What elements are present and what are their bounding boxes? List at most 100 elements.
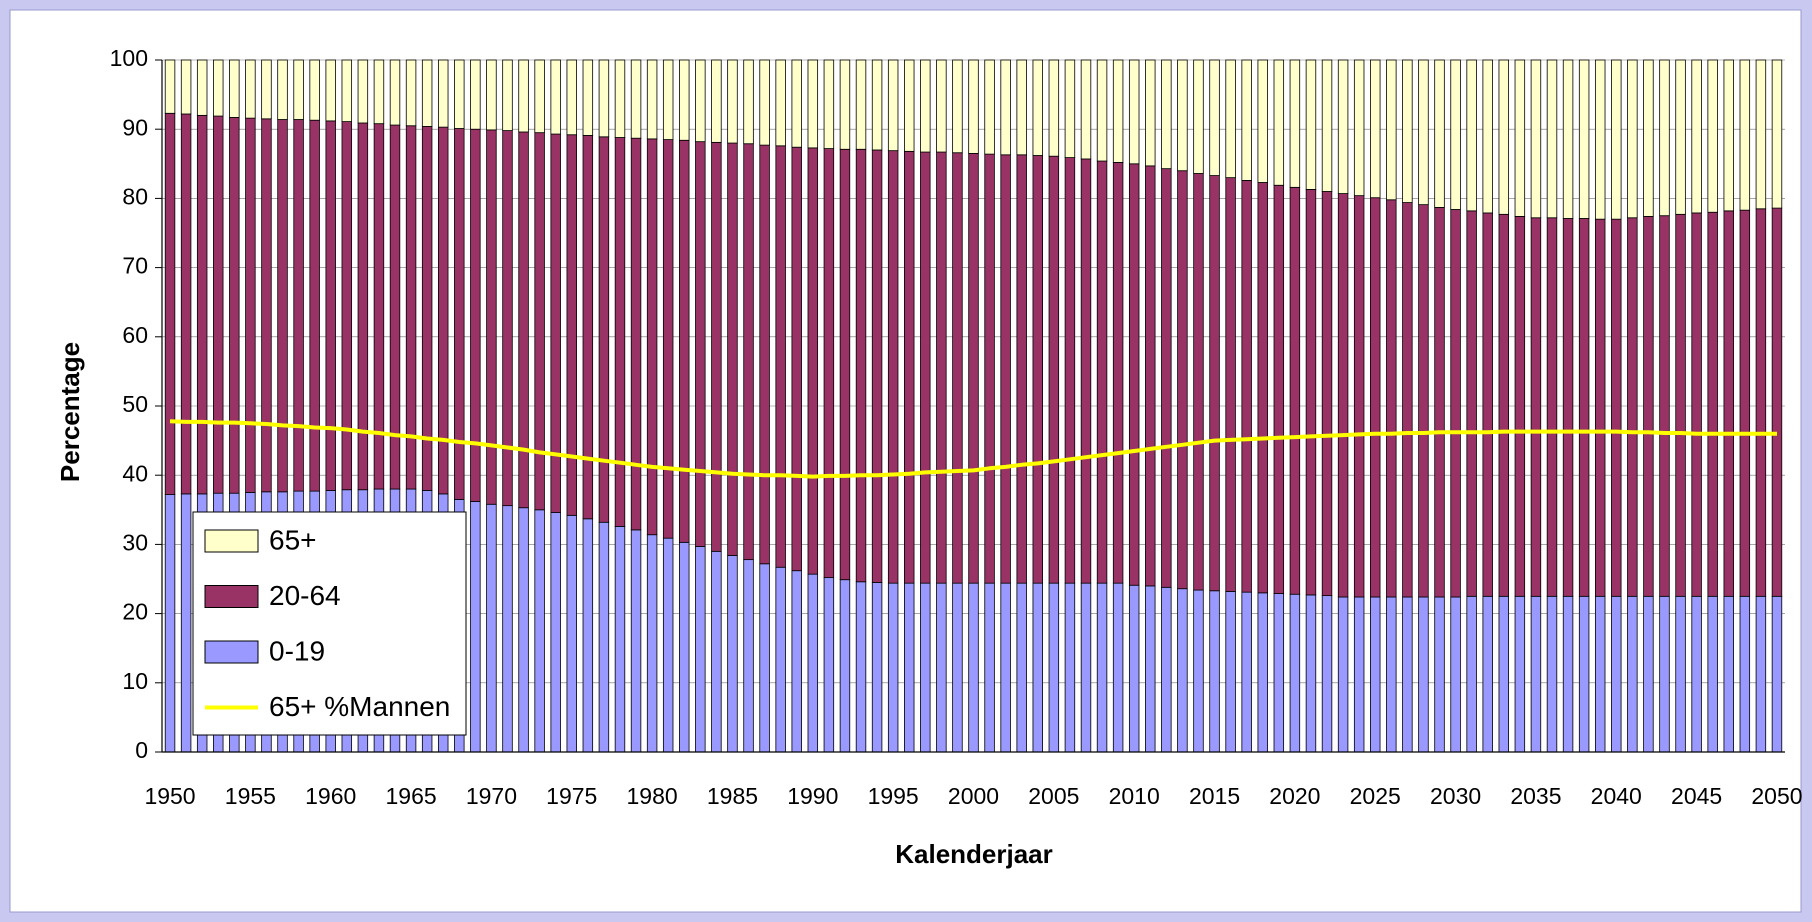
bar-segment: [373, 59, 385, 125]
bar-segment: [727, 142, 738, 556]
bar-segment: [470, 501, 481, 753]
bar-segment: [791, 570, 802, 753]
bar-segment: [164, 112, 176, 495]
bar-segment: [486, 503, 497, 753]
bar-segment: [711, 141, 722, 552]
bar-segment: [807, 147, 819, 575]
bar-segment: [1546, 595, 1558, 753]
bar-segment: [887, 582, 899, 753]
bar-segment: [1739, 595, 1751, 753]
bar-segment: [1707, 211, 1718, 597]
bar-segment: [727, 59, 738, 144]
y-tick-label: 40: [122, 460, 148, 486]
y-tick-label: 80: [122, 183, 148, 209]
bar-segment: [936, 59, 947, 153]
bar-segment: [1771, 595, 1783, 753]
bar-segment: [1225, 177, 1236, 592]
bar-segment: [1080, 59, 1092, 160]
bar-segment: [1177, 59, 1188, 172]
x-tick-label: 2035: [1510, 783, 1561, 809]
bar-segment: [1241, 59, 1252, 181]
bar-segment: [1096, 160, 1108, 584]
bar-segment: [1771, 59, 1783, 209]
bar-segment: [1337, 193, 1349, 598]
bar-segment: [598, 59, 610, 138]
bar-segment: [534, 509, 545, 753]
bar-segment: [662, 537, 674, 753]
bar-segment: [566, 514, 577, 753]
bar-segment: [550, 512, 561, 753]
bar-segment: [968, 153, 979, 584]
bar-segment: [1016, 154, 1027, 584]
bar-segment: [1498, 59, 1510, 215]
bar-segment: [759, 144, 770, 565]
bar-segment: [1193, 59, 1204, 174]
bar-segment: [662, 59, 674, 140]
bar-segment: [727, 555, 738, 753]
bar-segment: [341, 59, 353, 122]
legend-label: 65+: [269, 524, 317, 555]
bar-segment: [1739, 209, 1751, 597]
bar-segment: [807, 59, 819, 149]
x-tick-label: 1955: [225, 783, 276, 809]
bar-segment: [1755, 208, 1767, 597]
bar-segment: [1145, 585, 1156, 753]
bar-segment: [1578, 595, 1590, 753]
legend-swatch: [204, 529, 259, 553]
bar-segment: [1386, 199, 1397, 598]
bar-segment: [1353, 195, 1365, 598]
bar-segment: [1562, 218, 1574, 597]
bar-segment: [646, 534, 658, 753]
bar-segment: [1321, 191, 1333, 597]
x-tick-label: 1950: [144, 783, 195, 809]
bar-segment: [164, 494, 176, 753]
x-tick-label: 1985: [707, 783, 758, 809]
bar-segment: [1643, 59, 1654, 217]
y-tick-label: 100: [110, 45, 148, 71]
bar-segment: [196, 59, 208, 116]
bar-segment: [1434, 596, 1445, 753]
x-tick-label: 2025: [1350, 783, 1401, 809]
bar-segment: [1321, 59, 1333, 192]
bar-segment: [1418, 59, 1429, 206]
bar-segment: [566, 59, 577, 136]
bar-segment: [1337, 59, 1349, 194]
bar-segment: [614, 137, 626, 527]
bar-segment: [1434, 206, 1445, 598]
bar-segment: [1209, 590, 1220, 753]
bar-segment: [952, 582, 963, 753]
bar-segment: [823, 577, 835, 753]
bar-segment: [775, 59, 786, 147]
bar-segment: [1755, 59, 1767, 210]
bar-segment: [855, 581, 867, 753]
bar-segment: [437, 59, 449, 128]
bar-segment: [1161, 586, 1172, 753]
bar-segment: [582, 518, 594, 753]
bar-segment: [1064, 59, 1076, 158]
bar-segment: [1562, 59, 1574, 219]
bar-segment: [1514, 215, 1526, 597]
bar-segment: [1611, 218, 1622, 597]
bar-segment: [486, 59, 497, 131]
legend-label: 65+ %Mannen: [269, 691, 450, 722]
bar-segment: [293, 119, 304, 492]
bar-segment: [470, 59, 481, 130]
bar-segment: [1370, 596, 1381, 753]
bar-segment: [1530, 595, 1542, 753]
bar-segment: [196, 114, 208, 495]
bar-segment: [871, 149, 883, 583]
bar-segment: [1112, 582, 1124, 753]
bar-segment: [1546, 217, 1558, 597]
bar-segment: [855, 59, 867, 150]
bar-segment: [662, 139, 674, 539]
bar-segment: [1594, 59, 1606, 220]
bar-segment: [1145, 59, 1156, 167]
bar-segment: [1450, 209, 1461, 598]
bar-segment: [1691, 212, 1702, 597]
bar-segment: [550, 59, 561, 135]
bar-segment: [1627, 59, 1638, 219]
bar-segment: [711, 59, 722, 143]
bar-segment: [1386, 59, 1397, 201]
bar-segment: [1530, 59, 1542, 219]
bar-segment: [871, 59, 883, 151]
